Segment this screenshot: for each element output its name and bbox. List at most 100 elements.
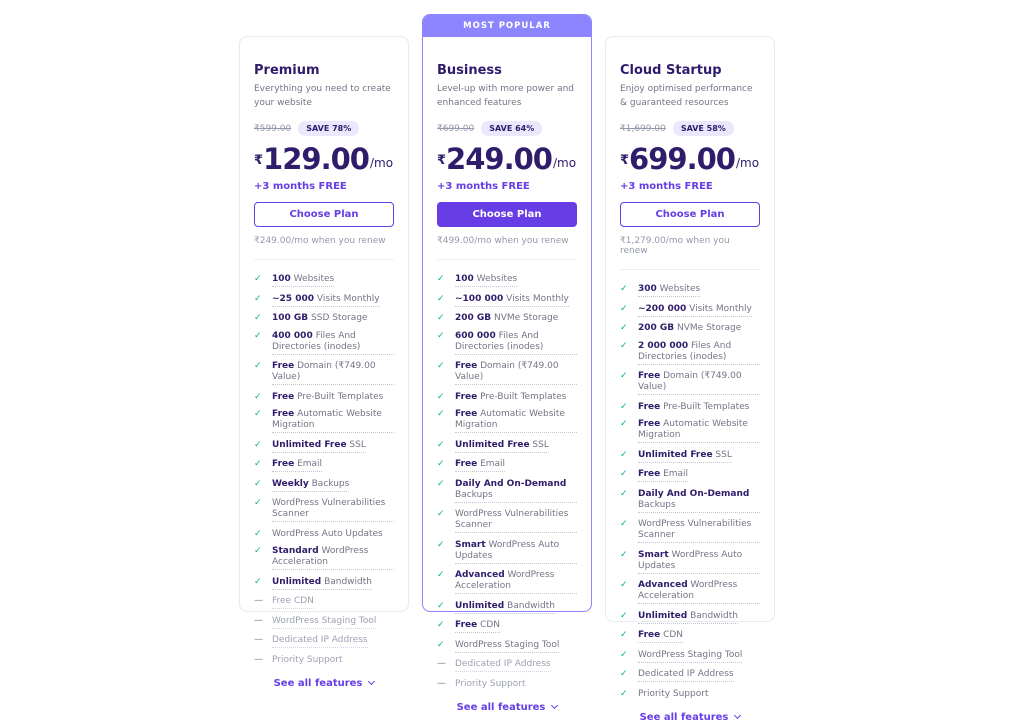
feature-text-rest: WordPress Auto Updates: [455, 539, 560, 561]
feature-item: ✓ Unlimited Free SSL: [437, 440, 577, 453]
chevron-down-icon: [734, 711, 742, 719]
feature-item: ✓ WordPress Vulnerabilities Scanner: [620, 519, 760, 543]
check-icon: ✓: [620, 488, 628, 499]
feature-text: Free Automatic Website Migration: [272, 409, 394, 433]
currency-symbol: ₹: [620, 153, 630, 168]
feature-text-bold: 400 000: [272, 330, 313, 341]
feature-text: 100 Websites: [455, 274, 518, 287]
feature-text-rest: Pre-Built Templates: [660, 401, 750, 412]
choose-plan-button[interactable]: Choose Plan: [254, 202, 394, 227]
feature-text-bold: Free: [638, 469, 661, 479]
feature-text-rest: Free CDN: [272, 596, 314, 606]
feature-item: ✓ Advanced WordPress Acceleration: [620, 580, 760, 604]
feature-text-bold: Smart: [638, 549, 669, 560]
check-icon: ✓: [620, 303, 628, 314]
feature-text: Free Domain (₹749.00 Value): [455, 361, 577, 385]
feature-text-rest: SSL: [712, 449, 732, 460]
feature-text-rest: WordPress Acceleration: [455, 570, 555, 591]
feature-text-bold: Unlimited: [272, 576, 322, 587]
feature-text-rest: Files And Directories (inodes): [638, 340, 732, 362]
feature-text: ~200 000 Visits Monthly: [638, 304, 752, 317]
feature-text: Free Pre-Built Templates: [455, 392, 566, 403]
feature-text: 400 000 Files And Directories (inodes): [272, 331, 394, 355]
feature-text-rest: Priority Support: [638, 688, 709, 699]
feature-text-rest: Domain (₹749.00 Value): [455, 361, 559, 382]
feature-text-rest: WordPress Vulnerabilities Scanner: [455, 509, 569, 530]
check-icon: ✓: [620, 340, 628, 351]
feature-text: ~25 000 Visits Monthly: [272, 294, 380, 307]
check-icon: ✓: [620, 688, 628, 699]
check-icon: ✓: [437, 570, 445, 580]
plan-title: Business: [437, 63, 502, 78]
feature-text-rest: Visits Monthly: [314, 293, 380, 304]
plan-description: Everything you need to create your websi…: [254, 84, 391, 108]
feature-text: Smart WordPress Auto Updates: [638, 550, 760, 574]
feature-item: ✓ Unlimited Bandwidth: [437, 601, 577, 614]
feature-text: Unlimited Free SSL: [638, 450, 732, 463]
check-icon: ✓: [254, 459, 262, 469]
check-icon: ✓: [437, 293, 445, 304]
feature-item: ✓ 100 GB SSD Storage: [254, 313, 394, 324]
feature-item: ✓ Unlimited Free SSL: [620, 450, 760, 463]
dash-icon: —: [254, 615, 263, 626]
feature-text-rest: Bandwidth: [321, 576, 372, 587]
feature-item: ✓ WordPress Staging Tool: [620, 650, 760, 663]
renew-note: ₹499.00/mo when you renew: [437, 236, 569, 246]
choose-plan-button[interactable]: Choose Plan: [437, 202, 577, 227]
price-period: /mo: [735, 156, 760, 170]
feature-text-rest: Email: [477, 459, 506, 469]
feature-item: ✓ Dedicated IP Address: [620, 669, 760, 682]
feature-text-bold: Weekly: [272, 478, 309, 489]
feature-text-rest: Files And Directories (inodes): [455, 330, 544, 352]
feature-text-rest: NVMe Storage: [674, 323, 742, 333]
check-icon: ✓: [254, 391, 262, 402]
feature-text-bold: 200 GB: [638, 323, 675, 333]
feature-text: ~100 000 Visits Monthly: [455, 294, 569, 307]
feature-text-bold: 100 GB: [272, 313, 309, 323]
feature-text-bold: 100: [455, 274, 474, 284]
feature-item: ✓ Daily And On-Demand Backups: [437, 479, 577, 503]
feature-text: Advanced WordPress Acceleration: [455, 570, 577, 594]
feature-item: ✓ Weekly Backups: [254, 479, 394, 492]
choose-plan-button[interactable]: Choose Plan: [620, 202, 760, 227]
price-amount: 699.00: [629, 142, 736, 176]
feature-text: Smart WordPress Auto Updates: [455, 540, 577, 564]
check-icon: ✓: [437, 274, 445, 284]
feature-text: WordPress Auto Updates: [272, 529, 383, 540]
feature-list: ✓ 300 Websites ✓ ~200 000 Visits Monthly…: [620, 284, 760, 700]
feature-text: Free Automatic Website Migration: [455, 409, 577, 433]
dash-icon: —: [254, 654, 263, 665]
feature-item: ✓ Free CDN: [437, 620, 577, 633]
feature-text-bold: Unlimited Free: [638, 449, 713, 460]
feature-text: 300 Websites: [638, 284, 701, 297]
divider: [254, 259, 394, 260]
feature-text-rest: Dedicated IP Address: [638, 669, 734, 679]
feature-text-rest: WordPress Staging Tool: [272, 615, 377, 626]
feature-text-rest: Priority Support: [455, 678, 526, 689]
feature-text-rest: Bandwidth: [504, 600, 555, 611]
feature-text-rest: Backups: [638, 499, 676, 510]
check-icon: ✓: [437, 409, 445, 419]
price: ₹129.00/mo: [254, 144, 394, 174]
see-all-features-link[interactable]: See all features: [437, 701, 577, 713]
feature-item: ✓ WordPress Staging Tool: [437, 640, 577, 653]
feature-item: ✓ Smart WordPress Auto Updates: [620, 550, 760, 574]
feature-text-rest: Websites: [290, 274, 335, 284]
see-all-label: See all features: [639, 711, 729, 723]
feature-text-bold: Unlimited Free: [272, 439, 347, 450]
feature-text: Free Pre-Built Templates: [272, 392, 383, 403]
feature-item: ✓ 2 000 000 Files And Directories (inode…: [620, 341, 760, 365]
feature-item: ✓ ~100 000 Visits Monthly: [437, 294, 577, 307]
feature-text-bold: Standard: [272, 546, 319, 556]
feature-text: Priority Support: [455, 679, 525, 690]
feature-text-rest: Automatic Website Migration: [638, 419, 748, 440]
check-icon: ✓: [620, 519, 628, 529]
check-icon: ✓: [437, 478, 445, 489]
see-all-features-link[interactable]: See all features: [254, 677, 394, 689]
feature-item: ✓ Free Email: [620, 469, 760, 482]
check-icon: ✓: [437, 600, 445, 611]
chevron-down-icon: [551, 701, 559, 709]
see-all-features-link[interactable]: See all features: [620, 711, 760, 723]
feature-text-bold: Free: [455, 620, 478, 630]
feature-list: ✓ 100 Websites ✓ ~25 000 Visits Monthly …: [254, 274, 394, 666]
